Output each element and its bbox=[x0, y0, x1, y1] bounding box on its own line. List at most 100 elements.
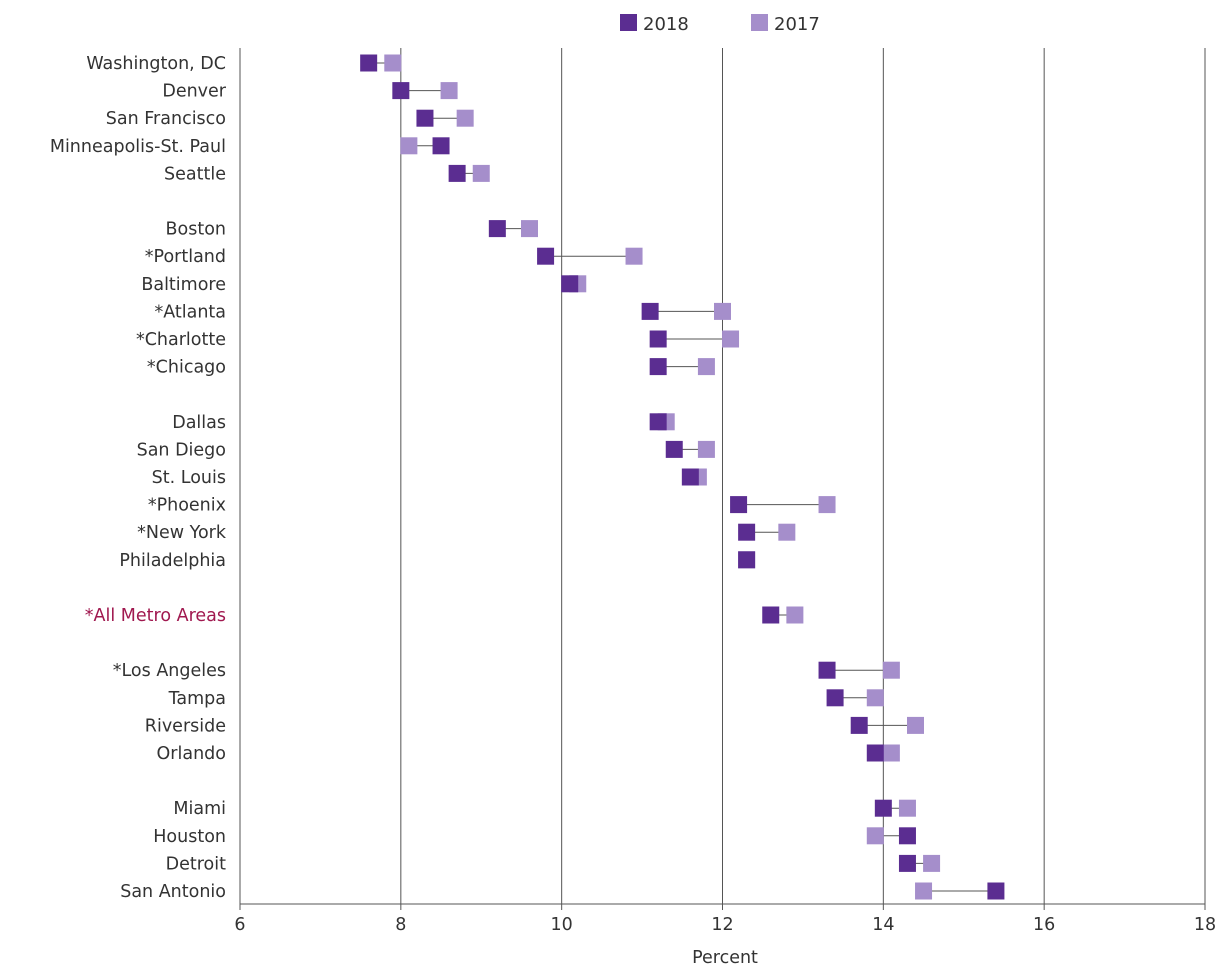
legend-swatch-2018 bbox=[620, 14, 637, 31]
x-tick-label-10: 10 bbox=[551, 915, 573, 935]
category-label-seattle: Seattle bbox=[164, 164, 226, 184]
row-miami: Miami bbox=[173, 799, 916, 819]
row-dallas: Dallas bbox=[172, 413, 675, 433]
data-rows: Washington, DC Denver San Francisco Minneap… bbox=[50, 54, 1005, 902]
marker-2017-boston bbox=[521, 220, 538, 238]
marker-2017-san-francisco bbox=[456, 109, 474, 127]
category-label-portland: *Portland bbox=[145, 247, 226, 267]
row-charlotte: *Charlotte bbox=[136, 330, 740, 350]
marker-2017-orlando bbox=[882, 744, 900, 762]
marker-2018-san-francisco bbox=[416, 109, 434, 127]
x-axis: 6 8 10 12 14 16 18 bbox=[234, 903, 1216, 935]
category-label-minneapolis-st-paul: Minneapolis-St. Paul bbox=[50, 137, 226, 157]
x-axis-title: Percent bbox=[692, 948, 758, 966]
marker-2018-riverside bbox=[850, 716, 868, 734]
marker-2018-los-angeles bbox=[818, 661, 836, 679]
row-new-york: *New York bbox=[137, 523, 796, 543]
marker-2018-dallas bbox=[649, 413, 667, 431]
marker-2018-portland bbox=[537, 247, 555, 265]
marker-2018-all-metro-areas bbox=[762, 606, 780, 624]
category-label-tampa: Tampa bbox=[168, 689, 226, 709]
x-tick-label-6: 6 bbox=[234, 915, 245, 935]
category-label-dallas: Dallas bbox=[172, 413, 226, 433]
row-phoenix: *Phoenix bbox=[148, 496, 836, 516]
marker-2018-miami bbox=[874, 799, 892, 817]
marker-2017-charlotte bbox=[722, 330, 740, 348]
category-label-philadelphia: Philadelphia bbox=[119, 551, 226, 571]
category-label-orlando: Orlando bbox=[157, 744, 226, 764]
row-atlanta: *Atlanta bbox=[154, 302, 731, 322]
marker-2017-atlanta bbox=[714, 302, 731, 320]
marker-2018-charlotte bbox=[649, 330, 667, 348]
category-label-chicago: *Chicago bbox=[147, 358, 226, 378]
marker-2017-los-angeles bbox=[882, 661, 900, 679]
marker-2017-houston bbox=[866, 827, 884, 845]
row-detroit: Detroit bbox=[166, 854, 941, 874]
marker-2018-new-york bbox=[738, 523, 756, 541]
x-tick-label-12: 12 bbox=[711, 915, 733, 935]
marker-2017-minneapolis-st-paul bbox=[400, 137, 418, 155]
marker-2018-minneapolis-st-paul bbox=[432, 137, 450, 155]
row-seattle: Seattle bbox=[164, 164, 490, 184]
row-san-diego: San Diego bbox=[137, 440, 715, 460]
category-label-st-louis: St. Louis bbox=[152, 468, 226, 488]
legend-swatch-2017 bbox=[751, 14, 768, 31]
marker-2018-orlando bbox=[866, 744, 884, 762]
category-label-san-francisco: San Francisco bbox=[106, 109, 226, 129]
marker-2018-detroit bbox=[898, 854, 916, 872]
marker-2017-riverside bbox=[907, 716, 924, 734]
row-riverside: Riverside bbox=[145, 716, 924, 736]
marker-2017-seattle bbox=[472, 164, 490, 182]
row-baltimore: Baltimore bbox=[141, 275, 587, 295]
marker-2017-chicago bbox=[697, 358, 715, 376]
x-tick-label-14: 14 bbox=[872, 915, 894, 935]
category-label-detroit: Detroit bbox=[166, 854, 226, 874]
marker-2018-san-antonio bbox=[987, 882, 1005, 900]
marker-2017-all-metro-areas bbox=[786, 606, 804, 624]
row-los-angeles: *Los Angeles bbox=[113, 661, 900, 681]
marker-2017-new-york bbox=[778, 523, 796, 541]
marker-2018-chicago bbox=[649, 358, 667, 376]
marker-2018-phoenix bbox=[730, 496, 748, 514]
category-label-atlanta: *Atlanta bbox=[154, 302, 226, 322]
marker-2018-tampa bbox=[826, 689, 844, 707]
row-chicago: *Chicago bbox=[147, 358, 715, 378]
marker-2018-seattle bbox=[448, 164, 466, 182]
category-label-denver: Denver bbox=[162, 82, 226, 102]
marker-2018-philadelphia bbox=[738, 551, 756, 569]
row-san-francisco: San Francisco bbox=[106, 109, 474, 129]
category-label-san-antonio: San Antonio bbox=[120, 882, 226, 902]
marker-2018-denver bbox=[392, 82, 410, 100]
row-tampa: Tampa bbox=[168, 689, 884, 709]
x-tick-label-18: 18 bbox=[1194, 915, 1216, 935]
row-orlando: Orlando bbox=[157, 744, 900, 764]
row-portland: *Portland bbox=[145, 247, 643, 267]
marker-2018-st-louis bbox=[681, 468, 699, 486]
marker-2017-tampa bbox=[866, 689, 884, 707]
category-label-houston: Houston bbox=[153, 827, 226, 847]
marker-2017-phoenix bbox=[818, 496, 836, 514]
x-tick-label-16: 16 bbox=[1033, 915, 1055, 935]
category-label-san-diego: San Diego bbox=[137, 440, 226, 460]
gridlines bbox=[239, 48, 1206, 904]
x-tick-label-8: 8 bbox=[395, 915, 406, 935]
category-label-charlotte: *Charlotte bbox=[136, 330, 226, 350]
row-minneapolis-st-paul: Minneapolis-St. Paul bbox=[50, 137, 450, 157]
category-label-los-angeles: *Los Angeles bbox=[113, 661, 226, 681]
marker-2018-baltimore bbox=[561, 275, 579, 293]
marker-2018-atlanta bbox=[641, 302, 659, 320]
marker-2017-portland bbox=[625, 247, 643, 265]
legend: 2018 2017 bbox=[620, 14, 820, 35]
legend-label-2017: 2017 bbox=[774, 14, 820, 35]
marker-2017-miami bbox=[898, 799, 916, 817]
category-label-new-york: *New York bbox=[137, 523, 227, 543]
category-label-riverside: Riverside bbox=[145, 716, 226, 736]
row-denver: Denver bbox=[162, 82, 458, 102]
row-san-antonio: San Antonio bbox=[120, 882, 1005, 902]
row-st-louis: St. Louis bbox=[152, 468, 707, 488]
row-houston: Houston bbox=[153, 827, 916, 847]
category-label-washington-dc: Washington, DC bbox=[86, 54, 226, 74]
marker-2018-houston bbox=[898, 827, 916, 845]
row-washington-dc: Washington, DC bbox=[86, 54, 402, 74]
category-label-phoenix: *Phoenix bbox=[148, 496, 226, 516]
